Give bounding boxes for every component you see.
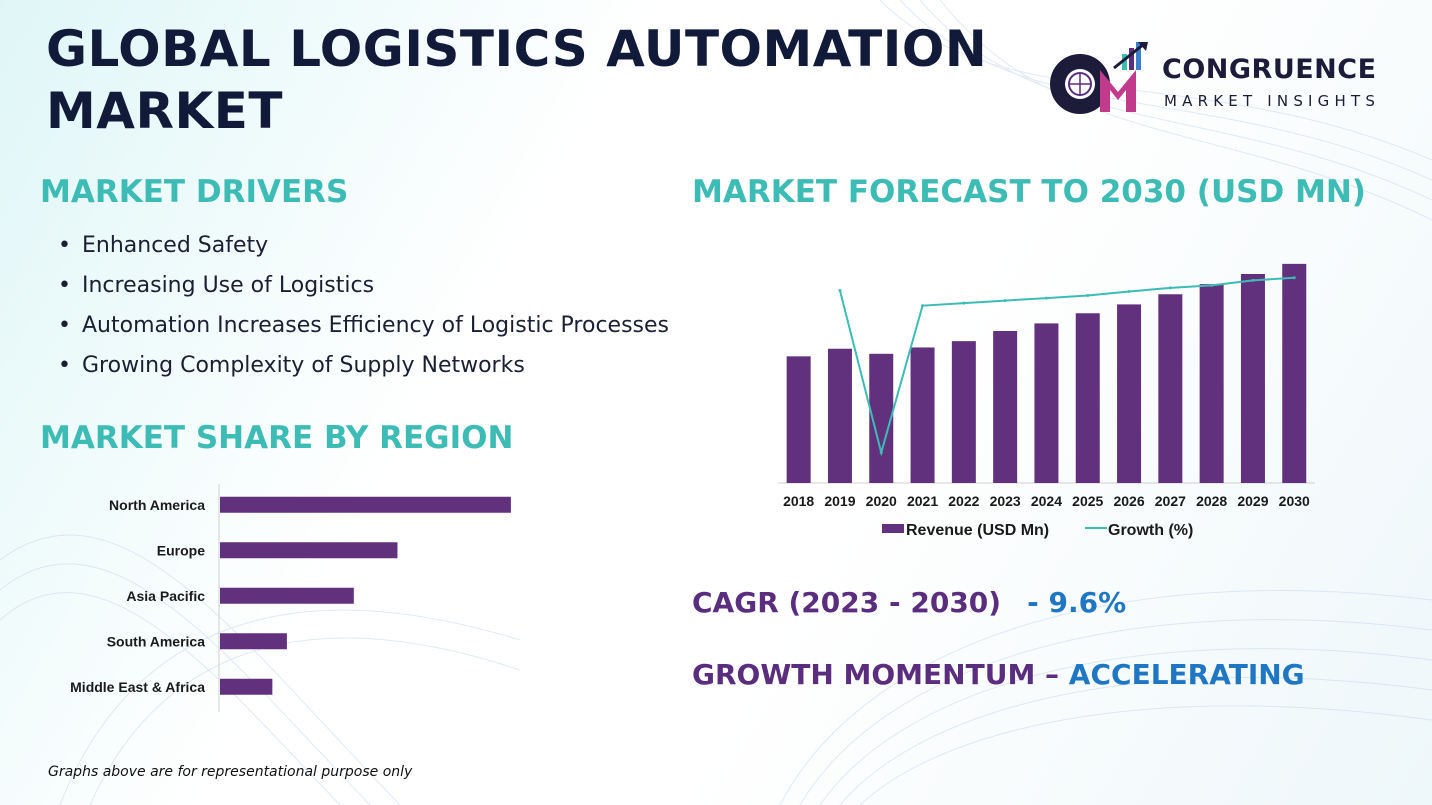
growth-point	[1251, 278, 1255, 282]
year-tick-label: 2019	[824, 493, 855, 509]
region-bar	[220, 678, 273, 695]
year-tick-label: 2023	[990, 493, 1021, 509]
region-tick-label: Asia Pacific	[126, 588, 205, 604]
revenue-bar	[1075, 313, 1100, 483]
region-bar	[220, 587, 354, 604]
drivers-list: • Enhanced Safety • Increasing Use of Logi…	[58, 228, 669, 388]
driver-text: Growing Complexity of Supply Networks	[82, 353, 525, 378]
growth-point	[1210, 283, 1214, 287]
growth-point	[1292, 276, 1296, 280]
growth-point	[1003, 299, 1007, 303]
list-item: • Increasing Use of Logistics	[58, 268, 669, 308]
year-tick-label: 2025	[1072, 493, 1103, 509]
bullet-icon: •	[58, 313, 71, 338]
driver-text: Enhanced Safety	[82, 233, 269, 258]
growth-point	[962, 301, 966, 305]
list-item: • Enhanced Safety	[58, 228, 669, 268]
year-tick-label: 2027	[1155, 493, 1186, 509]
revenue-bar	[1240, 274, 1265, 483]
list-item: • Automation Increases Efficiency of Logi…	[58, 308, 669, 348]
revenue-bar	[827, 348, 852, 483]
logo-mark-icon	[1050, 42, 1148, 114]
disclaimer-footnote: Graphs above are for representational pu…	[48, 764, 413, 780]
logo-tagline: MARKET INSIGHTS	[1164, 92, 1381, 110]
legend-revenue-label: Revenue (USD Mn)	[906, 522, 1049, 539]
year-tick-label: 2022	[948, 493, 979, 509]
growth-point	[1044, 296, 1048, 300]
revenue-bar	[910, 347, 935, 483]
year-tick-label: 2020	[866, 493, 897, 509]
growth-line	[838, 276, 1295, 457]
momentum-label: GROWTH MOMENTUM –	[692, 658, 1069, 691]
region-bar	[220, 633, 287, 650]
growth-point	[879, 451, 883, 455]
page-title: GLOBAL LOGISTICS AUTOMATION MARKET	[46, 20, 988, 140]
forecast-heading: MARKET FORECAST TO 2030 (USD MN)	[692, 174, 1366, 210]
growth-point	[921, 304, 925, 308]
bullet-icon: •	[58, 233, 71, 258]
year-tick-label: 2024	[1031, 493, 1062, 509]
cagr-label: CAGR (2023 - 2030)	[692, 586, 1002, 619]
region-tick-label: Middle East & Africa	[70, 679, 205, 695]
year-tick-label: 2028	[1196, 493, 1227, 509]
region-tick-label: North America	[109, 497, 205, 513]
year-tick-label: 2026	[1113, 493, 1144, 509]
revenue-bar	[1158, 294, 1183, 483]
growth-point	[1168, 286, 1172, 290]
market-drivers-heading: MARKET DRIVERS	[40, 174, 349, 210]
company-logo: CONGRUENCE MARKET INSIGHTS	[1044, 40, 1394, 120]
year-tick-label: 2030	[1279, 493, 1310, 509]
cagr-value: - 9.6%	[1027, 586, 1127, 619]
list-item: • Growing Complexity of Supply Networks	[58, 348, 669, 388]
region-bar-chart: North America Europe Asia Pacific South Ame…	[70, 484, 511, 712]
region-tick-label: South America	[107, 633, 205, 649]
revenue-bar	[1034, 323, 1059, 483]
cagr-stat: CAGR (2023 - 2030) - 9.6%	[692, 586, 1126, 619]
forecast-combo-chart: 2018 2019 2020 2021 2022 2023 2024 2025 2026 2027…	[778, 263, 1315, 539]
revenue-bar	[1199, 284, 1224, 483]
revenue-bar	[1282, 263, 1307, 483]
year-tick-label: 2018	[783, 493, 814, 509]
growth-point	[838, 288, 842, 292]
growth-momentum-stat: GROWTH MOMENTUM – ACCELERATING	[692, 658, 1305, 691]
driver-text: Increasing Use of Logistics	[82, 273, 375, 298]
region-bar	[220, 496, 511, 513]
revenue-bar	[1117, 304, 1142, 483]
logo-name: CONGRUENCE	[1162, 54, 1377, 85]
region-tick-label: Europe	[157, 542, 205, 558]
region-bar	[220, 542, 398, 559]
revenue-bar	[786, 356, 811, 483]
revenue-bar	[993, 331, 1018, 483]
growth-point	[1086, 294, 1090, 298]
driver-text: Automation Increases Efficiency of Logis…	[82, 313, 669, 338]
legend-growth-label: Growth (%)	[1108, 522, 1193, 539]
year-tick-label: 2021	[907, 493, 938, 509]
momentum-value: ACCELERATING	[1068, 658, 1305, 691]
bullet-icon: •	[58, 353, 71, 378]
year-tick-label: 2029	[1237, 493, 1268, 509]
bullet-icon: •	[58, 273, 71, 298]
legend-revenue-swatch	[882, 524, 904, 533]
growth-point	[1127, 289, 1131, 293]
revenue-bar	[951, 341, 976, 483]
market-share-heading: MARKET SHARE BY REGION	[40, 420, 514, 456]
